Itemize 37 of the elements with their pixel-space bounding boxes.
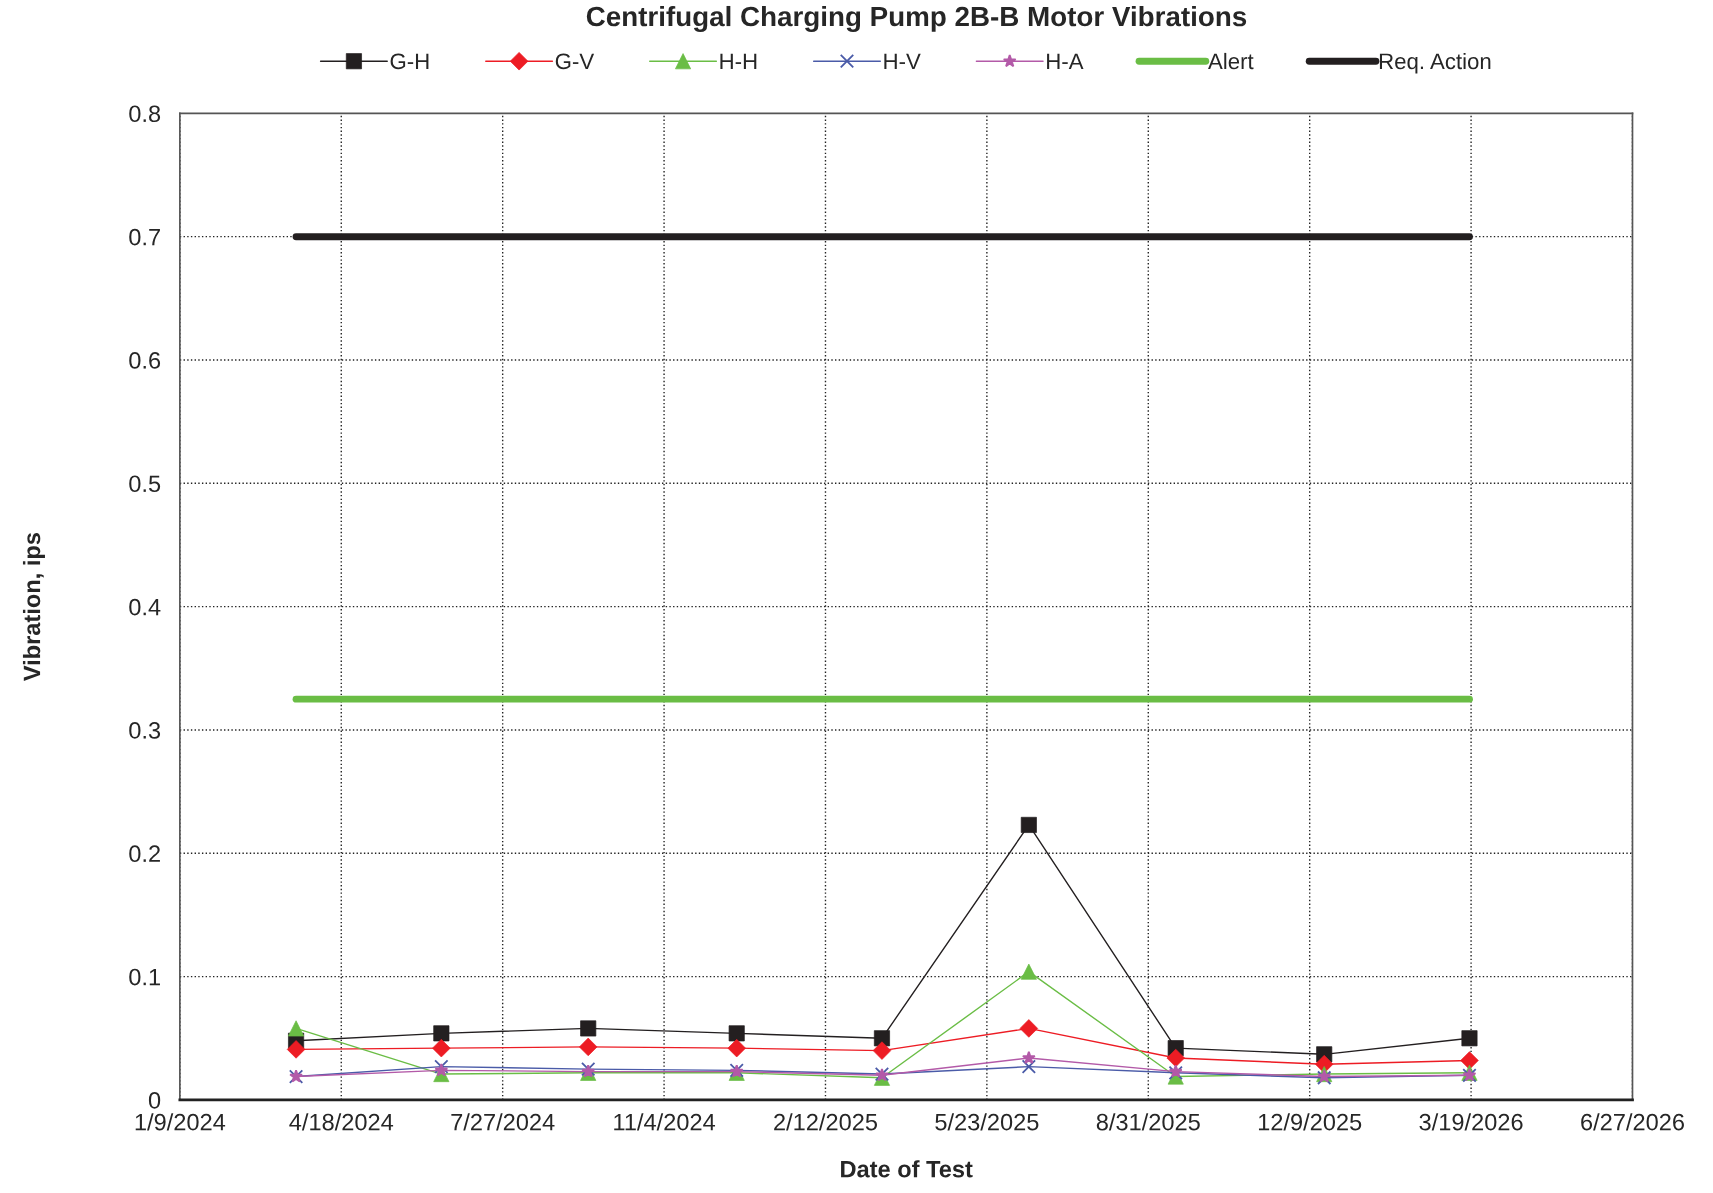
legend-label: H-A bbox=[1047, 53, 1084, 69]
y-tick-label: 0.1 bbox=[129, 968, 160, 986]
x-axis-title: Date of Test bbox=[841, 1160, 973, 1178]
x-tick-label: 6/27/2026 bbox=[1581, 1113, 1684, 1131]
point bbox=[434, 1063, 449, 1077]
legend-label: Alert bbox=[1208, 52, 1254, 70]
x-tick-label: 5/23/2025 bbox=[935, 1113, 1039, 1131]
point bbox=[1019, 1019, 1039, 1038]
x-tick-label: 3/19/2026 bbox=[1419, 1113, 1523, 1131]
x-tick-label: 4/18/2024 bbox=[289, 1113, 394, 1131]
y-tick-label: 0.5 bbox=[129, 475, 161, 493]
x-tick-label: 8/31/2025 bbox=[1096, 1113, 1200, 1131]
y-tick-label: 0 bbox=[148, 1092, 161, 1109]
point bbox=[1021, 1050, 1036, 1064]
point bbox=[1020, 816, 1037, 833]
y-tick-label: 0.7 bbox=[129, 228, 160, 246]
y-axis-title: Vibration, ips bbox=[22, 533, 45, 682]
point bbox=[872, 1041, 892, 1060]
legend-label: Req. Action bbox=[1379, 52, 1491, 74]
y-tick-label: 0.3 bbox=[129, 722, 161, 739]
legend-label: H-H bbox=[720, 53, 757, 69]
chart-title: Centrifugal Charging Pump 2B-B Motor Vibrations bbox=[586, 5, 1247, 32]
x-tick-label: 2/12/2025 bbox=[774, 1113, 878, 1131]
legend-label: H-V bbox=[884, 53, 921, 69]
x-tick-label: 11/4/2024 bbox=[614, 1113, 716, 1131]
point bbox=[1021, 1059, 1036, 1074]
y-tick-label: 0.4 bbox=[129, 598, 161, 616]
point bbox=[434, 1059, 449, 1074]
legend-label: G-H bbox=[390, 53, 429, 70]
y-tick-label: 0.2 bbox=[129, 845, 160, 863]
y-tick-label: 0.8 bbox=[129, 105, 161, 123]
x-tick-label: 12/9/2025 bbox=[1258, 1113, 1362, 1131]
y-tick-label: 0.6 bbox=[129, 352, 161, 369]
legend-label: G-V bbox=[555, 53, 595, 70]
x-tick-label: 1/9/2024 bbox=[135, 1113, 226, 1131]
point bbox=[1166, 1048, 1185, 1068]
x-tick-label: 7/27/2024 bbox=[451, 1113, 555, 1131]
